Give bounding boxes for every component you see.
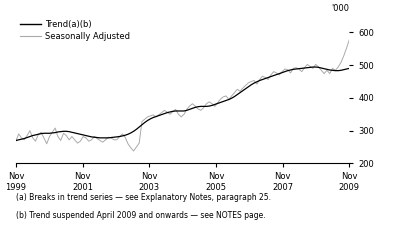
Text: (b) Trend suspended April 2009 and onwards — see NOTES page.: (b) Trend suspended April 2009 and onwar… <box>16 211 266 220</box>
Legend: Trend(a)(b), Seasonally Adjusted: Trend(a)(b), Seasonally Adjusted <box>20 20 130 41</box>
Text: '000: '000 <box>331 4 349 13</box>
Text: (a) Breaks in trend series — see Explanatory Notes, paragraph 25.: (a) Breaks in trend series — see Explana… <box>16 193 271 202</box>
